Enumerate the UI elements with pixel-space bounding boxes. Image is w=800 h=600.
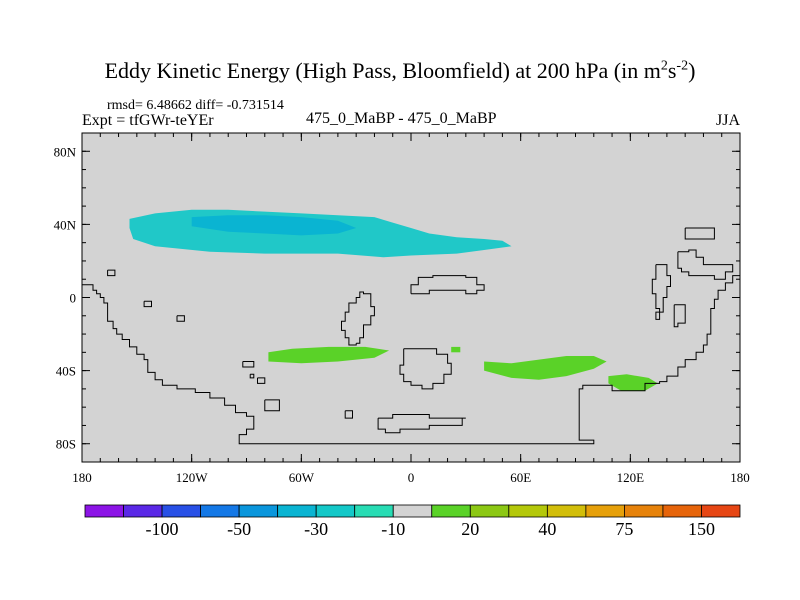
colorbar: -100 -50 -30 -10 20 40 75 150 — [84, 504, 741, 539]
plot-background — [82, 133, 740, 462]
title-sup2: -2 — [676, 58, 689, 74]
coastlines — [82, 227, 740, 445]
coastline — [677, 249, 734, 280]
coastline — [264, 399, 280, 412]
coastline — [344, 410, 353, 419]
y-tick-label: 40S — [56, 364, 76, 379]
coastline — [341, 291, 375, 346]
colorbar-swatch — [277, 504, 317, 518]
colorbar-swatch — [161, 504, 201, 518]
colorbar-label: 40 — [538, 519, 556, 539]
coastline — [257, 377, 266, 384]
y-tick-label: 80N — [54, 144, 77, 159]
coastline — [410, 275, 485, 295]
nh-jet-core — [191, 215, 357, 236]
x-tick-label: 120E — [617, 470, 645, 485]
x-tick-label: 60W — [289, 470, 315, 485]
coastline — [249, 373, 255, 379]
x-tick-label: 0 — [408, 470, 415, 485]
expt-text: Expt = tfGWr-teYEr — [82, 112, 214, 129]
colorbar-swatch — [585, 504, 625, 518]
rmsd-diff-text: rmsd= 6.48662 diff= -0.731514 — [107, 98, 284, 113]
x-tick-label: 60E — [510, 470, 531, 485]
axis-ticks: 180 120W 60W 0 60E 120E 180 80N 40N 0 40S 80S — [54, 133, 750, 485]
coastline — [107, 269, 116, 277]
colorbar-label: 20 — [461, 519, 479, 539]
colorbar-label: -10 — [381, 519, 405, 539]
coastline — [684, 227, 715, 240]
colorbar-swatch — [392, 504, 433, 518]
title-mid: s — [667, 58, 677, 83]
title-main: Eddy Kinetic Energy (High Pass, Bloomfie… — [104, 58, 661, 83]
colorbar-swatch — [701, 504, 741, 518]
colorbar-label: 150 — [688, 519, 715, 539]
coastline — [176, 315, 185, 322]
sh-jet-2 — [484, 356, 607, 380]
y-tick-label: 40N — [54, 217, 77, 232]
x-tick-label: 120W — [176, 470, 209, 485]
x-tick-label: 180 — [72, 470, 92, 485]
colorbar-swatch — [84, 504, 124, 518]
cases-text: 475_0_MaBP - 475_0_MaBP — [306, 110, 497, 127]
coastline — [377, 414, 466, 434]
coastline — [673, 304, 686, 328]
colorbar-swatch — [123, 504, 163, 518]
contour-regions — [129, 209, 658, 391]
colorbar-swatch — [200, 504, 240, 518]
season-label: JJA — [716, 112, 741, 129]
colorbar-label: -50 — [227, 519, 251, 539]
colorbar-swatch — [624, 504, 664, 518]
colorbar-label: -100 — [146, 519, 179, 539]
colorbar-swatch — [431, 504, 471, 518]
coastline — [399, 348, 452, 390]
coastline — [242, 361, 255, 368]
colorbar-swatch — [469, 504, 510, 518]
chart-title: Eddy Kinetic Energy (High Pass, Bloomfie… — [0, 58, 800, 84]
y-tick-label: 0 — [70, 291, 77, 306]
coastline — [82, 271, 740, 445]
colorbar-label: -30 — [304, 519, 328, 539]
colorbar-swatch — [662, 504, 702, 518]
sh-jet-1 — [268, 346, 390, 364]
coastline — [651, 264, 671, 320]
y-tick-label: 80S — [56, 437, 76, 452]
x-tick-label: 180 — [730, 470, 750, 485]
colorbar-swatch — [546, 504, 587, 518]
colorbar-label: 75 — [615, 519, 633, 539]
colorbar-swatch — [354, 504, 394, 518]
title-end: ) — [688, 58, 696, 83]
colorbar-swatch — [238, 504, 279, 518]
colorbar-swatch — [315, 504, 356, 518]
sh-dot — [451, 346, 461, 353]
title-sup1: 2 — [660, 58, 668, 74]
coastline — [143, 300, 152, 308]
colorbar-swatch — [508, 504, 548, 518]
